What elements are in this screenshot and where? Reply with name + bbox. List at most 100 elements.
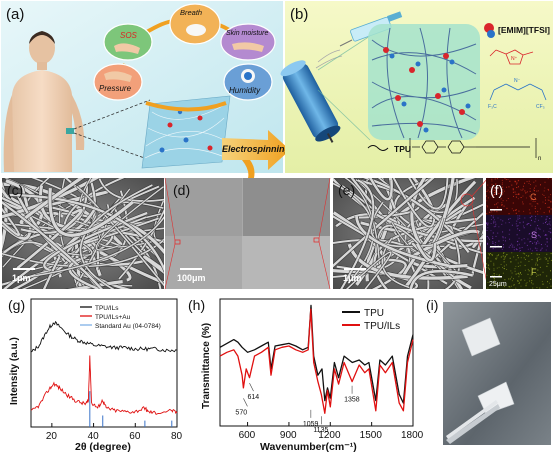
eds-dot	[514, 191, 516, 193]
eds-dot	[493, 220, 495, 222]
eds-dot	[529, 190, 531, 192]
eds-dot	[534, 221, 536, 223]
eds-dot	[524, 258, 526, 260]
eds-dot	[490, 260, 492, 262]
eds-dot	[502, 220, 504, 222]
eds-dot	[539, 249, 541, 251]
eds-dot	[516, 187, 518, 189]
chart-h-frame	[219, 298, 414, 427]
legend-h-item-0: TPU	[364, 308, 384, 319]
eds-dot	[536, 287, 538, 289]
eds-dot	[491, 188, 493, 190]
eds-dot	[518, 237, 520, 239]
panel-h-label: (h)	[188, 297, 205, 313]
eds-dot	[505, 222, 507, 224]
eds-dot	[517, 228, 519, 230]
panel-g: (g) 20 40 60 80 Intensity (a.u.) 2θ (degree…	[8, 297, 183, 453]
eds-dot	[512, 191, 514, 193]
eds-dot	[518, 283, 520, 285]
eds-dot	[496, 267, 498, 269]
eds-dot	[492, 248, 494, 250]
eds-dot	[547, 178, 549, 180]
eds-dot	[512, 189, 514, 191]
eds-dot	[520, 279, 522, 281]
eds-dot	[496, 187, 498, 189]
panel-b: (b)	[280, 1, 553, 173]
eds-dot	[487, 184, 489, 186]
eds-dot	[515, 181, 517, 183]
eds-dot	[534, 194, 536, 196]
eds-dot	[500, 263, 502, 265]
eds-dot	[516, 220, 518, 222]
eds-dot	[550, 232, 552, 234]
eds-dot	[526, 282, 528, 284]
eds-dot	[498, 266, 500, 268]
eds-dot	[486, 190, 488, 192]
eds-dot	[532, 242, 534, 244]
eds-dot	[535, 227, 537, 229]
eds-dot	[495, 190, 497, 192]
sem-fiber	[48, 188, 134, 237]
panel-g-label: (g)	[8, 297, 25, 313]
eds-dot	[512, 188, 514, 190]
scale-text-d: 100μm	[177, 273, 206, 283]
eds-dot	[527, 268, 529, 270]
eds-dot	[531, 235, 533, 237]
eds-dot	[493, 262, 495, 264]
eds-dot	[547, 206, 549, 208]
chart-h-ticks: 600 900 1200 1500 1800	[239, 422, 424, 441]
chart-h-annotation-tick	[243, 398, 248, 407]
eds-dot	[504, 257, 506, 259]
eds-dot	[501, 182, 503, 184]
eds-dot	[498, 275, 500, 277]
eds-dot	[538, 235, 540, 237]
eds-dot	[495, 223, 497, 225]
eds-dot	[529, 203, 531, 205]
chart-h-annotation-tick	[249, 383, 254, 392]
eds-dot	[503, 205, 505, 207]
eds-dot	[546, 265, 548, 267]
eds-dot	[539, 266, 541, 268]
eds-dot	[500, 256, 502, 258]
eds-dot	[524, 182, 526, 184]
bubble-sos-text: SOS	[120, 31, 138, 40]
eds-dot	[536, 253, 538, 255]
eds-dot	[487, 197, 489, 199]
eds-dot	[493, 274, 495, 276]
eds-dot	[528, 209, 530, 211]
eds-dot	[517, 218, 519, 220]
chart-g-series-1	[30, 355, 178, 415]
il-label: [EMIM][TFSI]	[498, 25, 550, 35]
sem-fiber	[98, 178, 164, 202]
eds-dot	[547, 281, 549, 283]
eds-dot	[492, 232, 494, 234]
eds-dot	[519, 222, 521, 224]
eds-dot	[498, 240, 500, 242]
eds-dot	[502, 239, 504, 241]
formula-subscript-n: n	[538, 156, 541, 162]
chart-h-legend: TPU TPU/ILs	[342, 308, 400, 332]
eds-dot	[534, 201, 536, 203]
tweezer-icon	[446, 404, 500, 444]
sem-fiber	[405, 178, 455, 287]
eds-dot	[537, 219, 539, 221]
eds-dot	[518, 193, 520, 195]
eds-dot	[535, 185, 537, 187]
sem-fiber	[2, 207, 20, 237]
eds-dot	[493, 210, 495, 212]
eds-dot	[535, 273, 537, 275]
eds-dot	[515, 273, 517, 275]
sem-fiber	[362, 178, 470, 254]
eds-dot	[521, 247, 523, 249]
eds-dot	[549, 228, 551, 230]
eds-dot	[486, 205, 488, 207]
eds-dot	[535, 215, 537, 217]
eds-dot	[491, 194, 493, 196]
eds-dot	[549, 231, 551, 233]
eds-dot	[513, 256, 515, 258]
eds-dot	[504, 178, 506, 180]
sem-fibers-c	[2, 178, 164, 289]
eds-dot	[501, 202, 503, 204]
eds-dot	[504, 285, 506, 287]
eds-dot	[494, 192, 496, 194]
